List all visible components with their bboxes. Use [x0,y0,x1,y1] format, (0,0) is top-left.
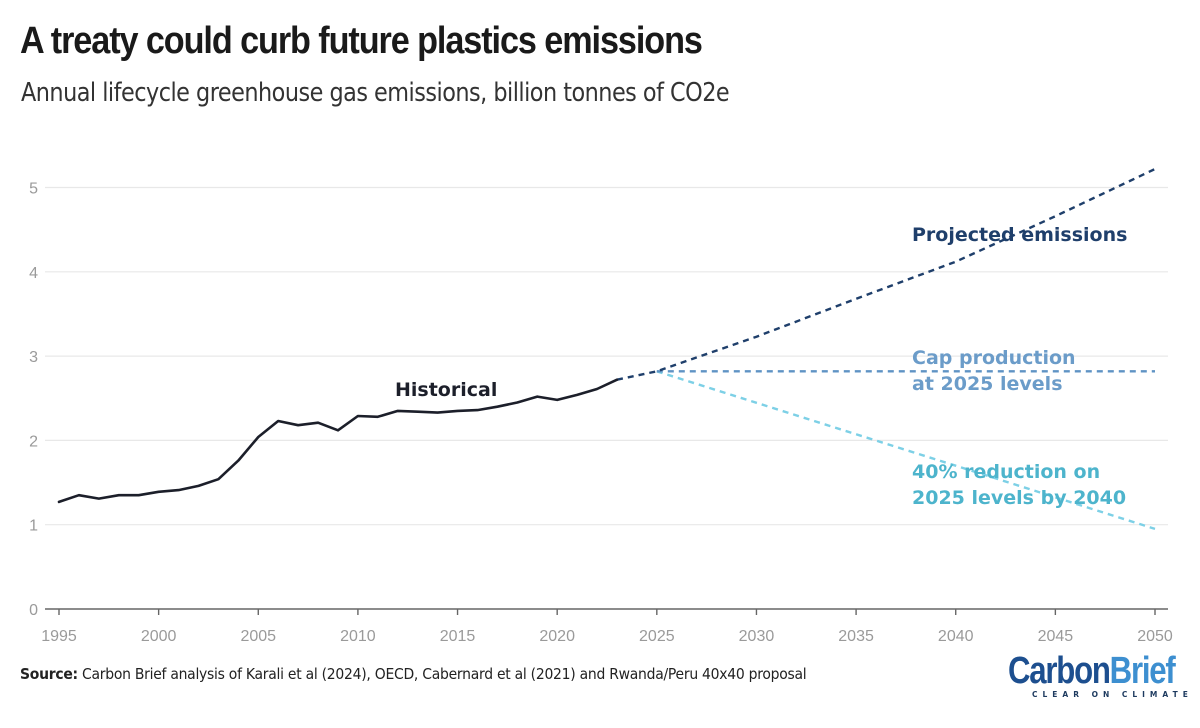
y-tick-label: 1 [29,518,38,535]
logo-wordmark: CarbonBrief [1008,650,1176,692]
x-tick-label: 2045 [1038,628,1074,645]
series-lines [57,167,1156,531]
source-note: Source: Carbon Brief analysis of Karali … [20,665,807,683]
y-axis: 0 1 2 3 4 5 [29,181,38,620]
logo-brief: Brief [1109,650,1176,692]
annotation-label: Historical [395,379,497,401]
y-tick-label: 3 [29,349,38,366]
annotation-line: Projected emissions [912,224,1127,246]
y-tick-label: 5 [29,181,38,198]
x-tick-label: 2040 [938,628,974,645]
annotation-line: 2025 levels by 2040 [912,487,1126,509]
annotation-line: at 2025 levels [912,373,1063,395]
annotation-label: Projected emissions [912,224,1127,246]
y-tick-label: 4 [29,265,38,282]
x-tick-label: 2035 [838,628,874,645]
x-tick-label: 2020 [539,628,575,645]
y-tick-label: 0 [29,602,38,619]
x-tick-label: 2010 [340,628,376,645]
logo-tagline: CLEAR ON CLIMATE [1032,690,1193,699]
gridlines [45,186,1168,526]
source-label: Source: [20,665,78,683]
x-tick-label: 2025 [639,628,675,645]
chart-title: A treaty could curb future plastics emis… [20,20,703,62]
carbon-brief-logo[interactable]: CarbonBrief CLEAR ON CLIMATE [1008,652,1188,699]
series-line-historical [57,378,619,504]
x-tick-label: 2050 [1137,628,1173,645]
x-tick-label: 2015 [440,628,476,645]
annotation-label: 40% reduction on 2025 levels by 2040 [912,461,1126,509]
annotation-line: Cap production [912,347,1076,369]
annotation-label: Cap production at 2025 levels [912,347,1076,395]
annotation-line: Historical [395,379,497,401]
annotation-line: 40% reduction on [912,461,1100,483]
x-tick-label: 2000 [141,628,177,645]
x-tick-label: 1995 [41,628,77,645]
line-chart: 0 1 2 3 4 5 1995 2000 2005 2010 2015 2020 2025 2030 2… [29,167,1173,645]
logo-carbon: Carbon [1008,650,1111,692]
annotations: Historical Projected emissions Cap product… [395,224,1127,509]
x-axis: 1995 2000 2005 2010 2015 2020 2025 2030 2035 2040… [41,608,1173,645]
x-tick-label: 2005 [240,628,276,645]
chart-subtitle: Annual lifecycle greenhouse gas emission… [21,78,730,108]
y-tick-label: 2 [29,433,38,450]
series-line-40-reduction-on-2025-levels-by-2040 [656,370,1156,531]
source-text: Carbon Brief analysis of Karali et al (2… [77,665,807,683]
x-tick-label: 2030 [739,628,775,645]
